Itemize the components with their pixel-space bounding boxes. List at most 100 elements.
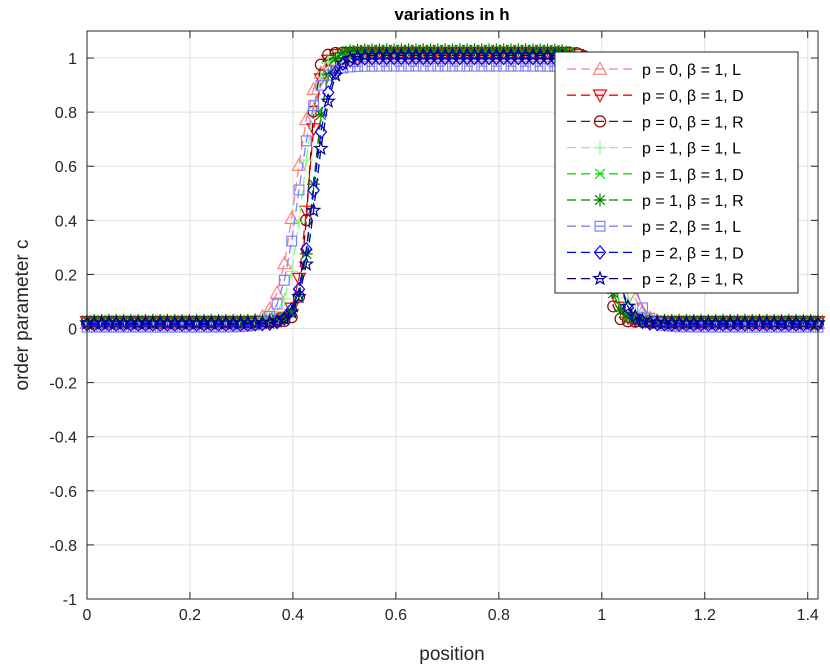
data-point bbox=[131, 313, 145, 327]
data-point bbox=[197, 313, 211, 327]
data-point bbox=[512, 60, 524, 72]
data-point bbox=[359, 60, 371, 72]
data-point bbox=[298, 256, 315, 271]
y-tick-label: -0.8 bbox=[49, 538, 77, 555]
data-point bbox=[709, 313, 723, 327]
data-point bbox=[175, 313, 189, 327]
data-point bbox=[782, 313, 796, 327]
y-tick-label: 0.2 bbox=[55, 267, 77, 284]
legend-label: p = 1, β = 1, D bbox=[642, 167, 744, 184]
data-point bbox=[285, 305, 299, 319]
data-point bbox=[307, 182, 320, 198]
x-tick-label: 1 bbox=[597, 607, 606, 624]
data-point bbox=[109, 313, 123, 327]
data-point bbox=[461, 60, 473, 72]
data-point bbox=[300, 135, 312, 147]
data-point bbox=[505, 60, 517, 72]
data-point bbox=[102, 313, 116, 327]
data-point bbox=[716, 313, 730, 327]
data-point bbox=[329, 51, 343, 65]
data-point bbox=[124, 313, 138, 327]
data-point bbox=[278, 274, 290, 286]
data-point bbox=[190, 313, 204, 327]
data-point bbox=[212, 313, 226, 327]
data-point bbox=[731, 313, 745, 327]
data-point bbox=[804, 313, 818, 327]
data-point bbox=[320, 93, 337, 108]
y-tick-label: -0.4 bbox=[49, 430, 77, 447]
y-tick-label: -0.6 bbox=[49, 484, 77, 501]
data-point bbox=[468, 60, 480, 72]
y-tick-label: -1 bbox=[63, 592, 77, 609]
data-point bbox=[410, 60, 422, 72]
x-tick-label: 0.6 bbox=[385, 607, 407, 624]
data-point bbox=[432, 60, 444, 72]
y-tick-label: 0.4 bbox=[55, 213, 77, 230]
data-point bbox=[723, 313, 737, 327]
data-point bbox=[314, 58, 328, 71]
data-point bbox=[607, 300, 620, 313]
data-point bbox=[439, 60, 451, 72]
data-point bbox=[146, 313, 160, 327]
legend-marker bbox=[594, 168, 606, 180]
data-point bbox=[767, 313, 781, 327]
data-point bbox=[336, 46, 350, 60]
legend-entry: p = 1, β = 1, D bbox=[567, 167, 744, 184]
data-point bbox=[349, 48, 366, 64]
legend-marker bbox=[593, 244, 607, 260]
x-axis-label: position bbox=[419, 644, 485, 665]
data-point bbox=[293, 184, 305, 196]
tick-layer: 0 0.2 0.4 0.6 0.8 1 1.2 1.4 -1 -0.8 -0.6 -0.4 -0.2 0 0… bbox=[49, 31, 819, 624]
y-tick-label: 1 bbox=[68, 51, 77, 68]
data-point bbox=[381, 60, 393, 72]
data-point bbox=[299, 153, 313, 167]
data-point bbox=[270, 312, 284, 326]
plot-frame bbox=[86, 30, 819, 600]
x-tick-label: 1.2 bbox=[694, 607, 716, 624]
x-tick-label: 0.2 bbox=[179, 607, 201, 624]
data-point bbox=[283, 304, 300, 319]
data-point bbox=[520, 60, 532, 72]
data-point bbox=[314, 108, 328, 122]
data-point bbox=[490, 60, 502, 72]
legend-entry: p = 0, β = 1, R bbox=[567, 114, 744, 131]
data-point bbox=[745, 313, 759, 327]
data-point bbox=[753, 313, 767, 327]
data-point bbox=[403, 60, 415, 72]
data-point bbox=[687, 313, 701, 327]
data-point bbox=[476, 60, 488, 72]
legend-marker bbox=[594, 220, 606, 232]
x-tick-label: 1.4 bbox=[797, 607, 819, 624]
data-point bbox=[454, 60, 466, 72]
data-point bbox=[298, 205, 314, 220]
data-point bbox=[87, 313, 101, 327]
data-point bbox=[534, 60, 546, 72]
legend-marker bbox=[592, 61, 608, 75]
data-point bbox=[388, 60, 400, 72]
data-point bbox=[620, 298, 636, 314]
legend-label: p = 1, β = 1, R bbox=[642, 193, 744, 210]
legend-entry: p = 2, β = 1, R bbox=[567, 270, 744, 289]
y-tick-label: 0 bbox=[68, 322, 77, 339]
data-point bbox=[679, 313, 693, 327]
data-point bbox=[701, 313, 715, 327]
data-point bbox=[327, 67, 344, 82]
legend-label: p = 1, β = 1, L bbox=[642, 141, 741, 158]
data-point bbox=[627, 308, 644, 324]
legend-label: p = 2, β = 1, L bbox=[642, 219, 741, 236]
legend-label: p = 2, β = 1, R bbox=[642, 272, 744, 289]
legend: p = 0, β = 1, L p = 0, β = 1, D p = 0, β =… bbox=[554, 51, 799, 294]
legend-marker bbox=[593, 115, 607, 128]
data-point bbox=[789, 313, 803, 327]
data-point bbox=[168, 313, 182, 327]
data-point bbox=[342, 50, 358, 66]
x-tick-label: 0 bbox=[83, 607, 92, 624]
data-point bbox=[234, 313, 248, 327]
series-layer bbox=[79, 43, 826, 333]
data-point bbox=[299, 241, 313, 257]
legend-marker bbox=[592, 89, 608, 103]
data-point bbox=[621, 310, 635, 324]
data-point bbox=[291, 288, 307, 304]
data-point bbox=[447, 60, 458, 72]
